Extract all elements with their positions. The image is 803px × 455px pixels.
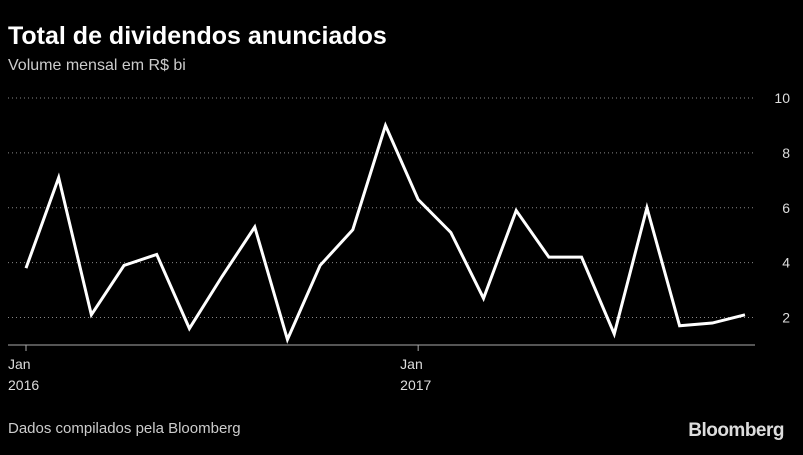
- y-tick-label: 4: [782, 255, 790, 271]
- chart-title: Total de dividendos anunciados: [8, 22, 387, 50]
- source: Dados compilados pela Bloomberg: [8, 420, 241, 437]
- x-tick-label: Jan: [400, 356, 423, 372]
- x-tick-label: 2016: [8, 377, 39, 393]
- y-tick-label: 8: [782, 145, 790, 161]
- y-tick-label: 2: [782, 310, 790, 326]
- y-tick-label: 10: [774, 90, 790, 106]
- brand: Bloomberg: [688, 420, 784, 441]
- x-tick-label: Jan: [8, 356, 31, 372]
- y-tick-label: 6: [782, 200, 790, 216]
- chart-subtitle: Volume mensal em R$ bi: [8, 57, 186, 74]
- line: [24, 121, 746, 344]
- x-tick-label: 2017: [400, 377, 431, 393]
